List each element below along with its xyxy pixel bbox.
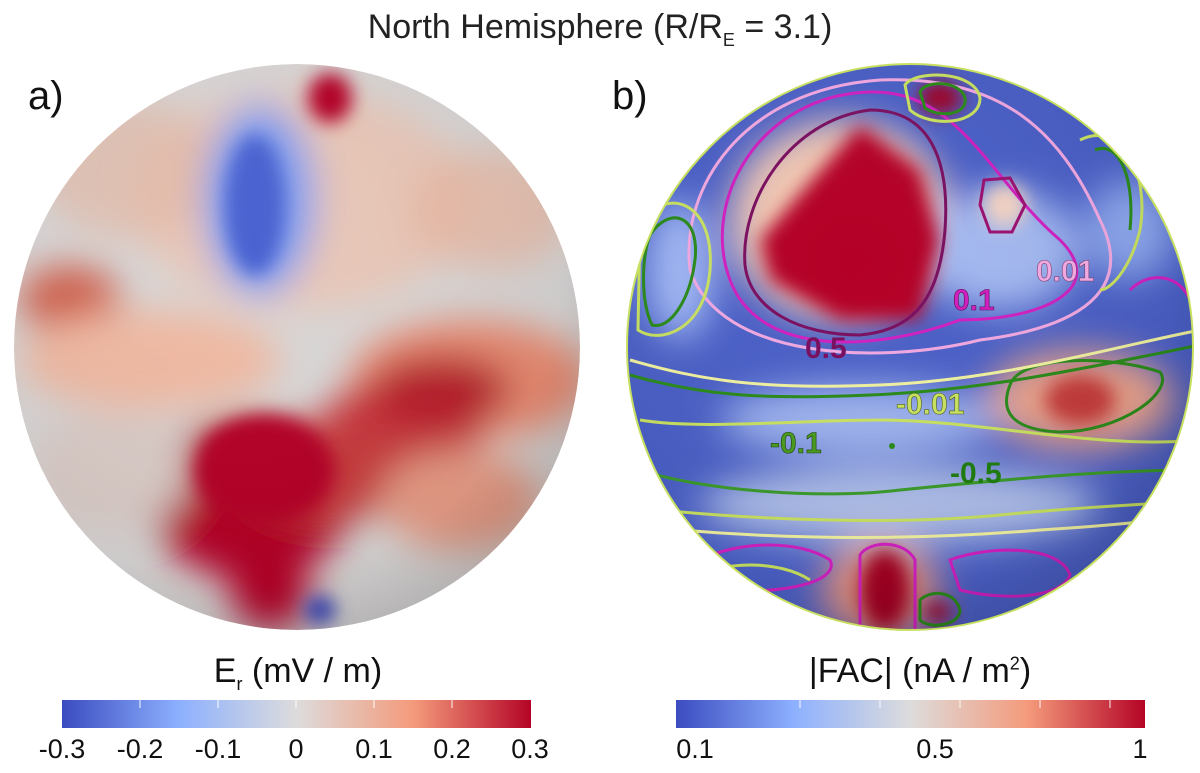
colorbar-b xyxy=(676,700,1145,728)
colorbar-a-ticks xyxy=(139,700,453,708)
tick-label: 0.2 xyxy=(433,734,471,764)
colorbar-a-title: Er (mV / m) xyxy=(213,652,383,694)
globe-a xyxy=(14,64,580,630)
contour-label-0.01: 0.01 xyxy=(1036,255,1094,288)
tick-label: 0.3 xyxy=(511,734,549,764)
contour-label-minus-0.5: -0.5 xyxy=(950,457,1002,490)
tick-label: 0.1 xyxy=(355,734,393,764)
tick-label: -0.3 xyxy=(38,734,86,764)
globe-b xyxy=(627,64,1193,630)
tick-label: 0 xyxy=(288,734,304,764)
panel-a-label: a) xyxy=(28,74,64,118)
tick-label: 0.1 xyxy=(676,734,714,764)
contour-label-minus-0.01: -0.01 xyxy=(896,388,964,421)
contour-label-0.5: 0.5 xyxy=(805,332,847,365)
tick-label: 1 xyxy=(1132,734,1148,764)
colorbar-b-ticks xyxy=(799,700,1111,708)
tick-label: 0.5 xyxy=(916,734,954,764)
contour-label-0.1: 0.1 xyxy=(953,284,995,317)
contour-label-minus-0.1: -0.1 xyxy=(770,427,822,460)
figure-title: North Hemisphere (R/RE = 3.1) xyxy=(367,8,833,50)
tick-label: -0.1 xyxy=(194,734,242,764)
colorbar-b-title: |FAC| (nA / m2) xyxy=(808,652,1032,690)
panel-b-label: b) xyxy=(612,74,648,118)
tick-label: -0.2 xyxy=(116,734,164,764)
